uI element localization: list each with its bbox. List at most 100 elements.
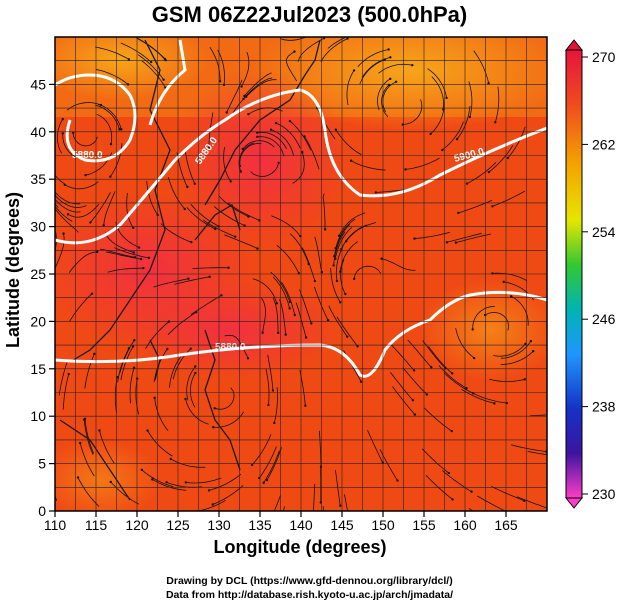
streamline-arrowhead <box>118 128 121 131</box>
streamline-arrowhead <box>256 135 259 138</box>
streamline <box>267 354 274 391</box>
streamline-arrowhead <box>326 318 330 322</box>
streamline <box>272 297 279 333</box>
streamline <box>184 149 196 184</box>
streamline-arrowhead <box>218 80 222 83</box>
streamline-arrowhead <box>383 58 386 61</box>
x-tick-label: 115 <box>85 517 108 533</box>
streamline <box>214 387 235 410</box>
streamline <box>313 483 316 511</box>
streamline <box>167 311 197 335</box>
streamline <box>336 316 358 347</box>
streamline-arrowhead <box>82 418 86 422</box>
streamline-arrowhead <box>339 270 342 273</box>
streamline <box>297 37 325 62</box>
streamline <box>129 367 135 404</box>
streamline <box>243 77 273 100</box>
streamline-arrowhead <box>164 58 167 62</box>
streamline-arrowhead <box>147 256 151 260</box>
streamline-arrowhead <box>314 33 316 35</box>
streamline <box>241 51 250 87</box>
streamline <box>223 146 232 182</box>
streamline <box>402 367 428 395</box>
streamline-arrowhead <box>194 365 197 368</box>
streamline-arrowhead <box>532 350 535 353</box>
streamline <box>442 470 472 493</box>
streamline <box>257 131 287 150</box>
streamline <box>186 366 196 401</box>
streamline-arrowhead <box>241 147 244 151</box>
streamline-arrowhead <box>562 455 564 457</box>
streamline-arrowhead <box>404 168 407 171</box>
streamline <box>137 38 166 61</box>
height-contours <box>55 39 547 378</box>
lat-lon-grid <box>55 37 547 511</box>
streamline <box>141 60 166 88</box>
streamline <box>84 418 95 454</box>
streamline <box>488 145 514 173</box>
streamline-arrowhead <box>132 226 135 229</box>
streamline <box>72 132 98 147</box>
streamline <box>186 207 216 230</box>
streamline-arrowhead <box>455 137 459 141</box>
streamline <box>257 136 285 157</box>
colorbar-tick-label: 254 <box>592 224 616 240</box>
streamline-arrowhead <box>137 246 141 249</box>
credit-data-source: Data from http://database.rish.kyoto-u.a… <box>165 589 454 601</box>
streamline <box>500 350 534 365</box>
streamline-arrowhead <box>243 224 246 227</box>
chart-title: GSM 06Z22Jul2023 (500.0hPa) <box>151 2 468 27</box>
streamline <box>301 247 316 282</box>
streamline <box>389 371 414 401</box>
streamline <box>335 227 352 259</box>
streamline <box>141 469 174 488</box>
streamline-arrowhead <box>333 255 336 258</box>
streamline-arrowhead <box>506 156 510 160</box>
x-axis-label: Longitude (degrees) <box>213 537 387 557</box>
colorbar-tick-label: 238 <box>592 399 616 415</box>
streamline-arrowhead <box>98 429 101 432</box>
streamline-arrowhead <box>524 342 527 346</box>
streamline-arrowhead <box>146 429 149 432</box>
streamline-arrowhead <box>276 331 280 335</box>
streamline-arrowhead <box>273 421 276 425</box>
streamline-arrowhead <box>265 478 269 482</box>
streamline <box>466 162 497 184</box>
streamline <box>456 105 471 140</box>
streamline-arrowhead <box>468 115 472 119</box>
x-tick-label: 145 <box>330 517 354 533</box>
x-tick-label: 120 <box>125 517 149 533</box>
streamline <box>55 207 79 233</box>
streamline <box>350 160 386 171</box>
streamline-arrowhead <box>334 128 338 131</box>
streamline <box>389 343 415 371</box>
streamline <box>367 430 384 463</box>
streamline <box>492 190 526 207</box>
streamline <box>77 477 100 507</box>
streamline <box>353 265 382 279</box>
streamline-arrowhead <box>208 275 211 279</box>
streamline <box>147 430 173 457</box>
streamline-arrowhead <box>207 147 211 150</box>
streamline-arrowhead <box>425 393 429 396</box>
streamline <box>258 446 277 479</box>
colorbar-bottom-arrow <box>564 497 584 509</box>
streamline-arrowhead <box>344 292 347 296</box>
streamline-arrowhead <box>90 292 94 295</box>
streamline-arrowhead <box>165 481 168 484</box>
streamline <box>68 251 98 273</box>
streamline <box>146 181 159 216</box>
streamline <box>335 245 344 281</box>
x-tick-label: 160 <box>453 517 477 533</box>
streamline-arrowhead <box>207 489 211 492</box>
y-tick-label: 20 <box>30 313 46 329</box>
streamline <box>271 215 301 237</box>
streamline-arrowhead <box>332 264 335 267</box>
streamline-arrowhead <box>441 148 444 152</box>
streamline <box>167 177 186 210</box>
streamline <box>335 129 362 155</box>
streamline-arrowhead <box>61 132 64 135</box>
streamline-arrowhead <box>269 128 273 131</box>
streamline-arrowhead <box>380 257 383 260</box>
